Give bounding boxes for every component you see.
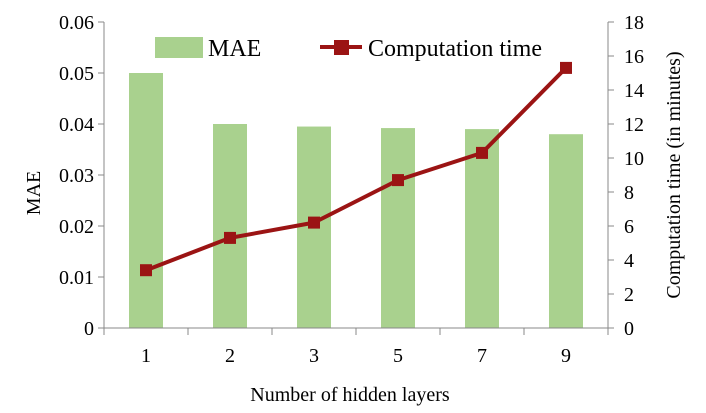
line-layer [140, 61, 572, 277]
x-tick-label: 3 [309, 345, 319, 367]
y2-tick-label: 0 [624, 318, 634, 340]
legend-marker-computation-time [334, 40, 349, 55]
y2-tick-label: 2 [624, 284, 634, 306]
ticks-layer: 00.010.020.030.040.050.06024681012141618… [59, 12, 644, 367]
bar-mae-7 [465, 129, 499, 328]
y2-tick-label: 6 [624, 216, 634, 238]
x-tick-label: 7 [477, 345, 487, 367]
legend: MAE Computation time [155, 36, 542, 62]
y2-tick-label: 18 [624, 12, 644, 34]
bars-layer [129, 73, 583, 328]
point-computation-time-3 [308, 216, 320, 229]
y-tick-label: 0.05 [59, 63, 94, 85]
y-tick-label: 0.02 [59, 216, 94, 238]
bar-mae-1 [129, 73, 163, 328]
x-tick-label: 5 [393, 345, 403, 367]
legend-swatch-mae [155, 37, 203, 58]
point-computation-time-9 [560, 61, 572, 74]
legend-label-computation-time: Computation time [368, 36, 542, 62]
legend-label-mae: MAE [208, 36, 261, 62]
y2-tick-label: 14 [624, 80, 644, 102]
axes-layer [98, 21, 614, 335]
y-tick-label: 0.06 [59, 12, 94, 34]
y-tick-label: 0 [84, 318, 94, 340]
y-tick-label: 0.01 [59, 267, 94, 289]
y2-axis-title: Computation time (in minutes) [663, 51, 685, 298]
y2-tick-label: 8 [624, 182, 634, 204]
point-computation-time-5 [392, 174, 404, 187]
line-computation-time [145, 66, 568, 273]
x-axis-title: Number of hidden layers [250, 384, 450, 406]
x-tick-label: 1 [141, 345, 151, 367]
bar-mae-5 [381, 128, 415, 328]
bar-mae-2 [213, 124, 247, 328]
y-tick-label: 0.03 [59, 165, 94, 187]
x-tick-label: 9 [561, 345, 571, 367]
y2-tick-label: 12 [624, 114, 644, 136]
y2-tick-label: 4 [624, 250, 634, 272]
bar-mae-9 [549, 134, 583, 328]
point-computation-time-2 [224, 231, 236, 244]
y2-tick-label: 10 [624, 148, 644, 170]
point-computation-time-7 [476, 146, 488, 159]
y-axis-title: MAE [23, 171, 45, 215]
x-tick-label: 2 [225, 345, 235, 367]
y-tick-label: 0.04 [59, 114, 94, 136]
y2-tick-label: 16 [624, 46, 644, 68]
point-computation-time-1 [140, 264, 152, 277]
